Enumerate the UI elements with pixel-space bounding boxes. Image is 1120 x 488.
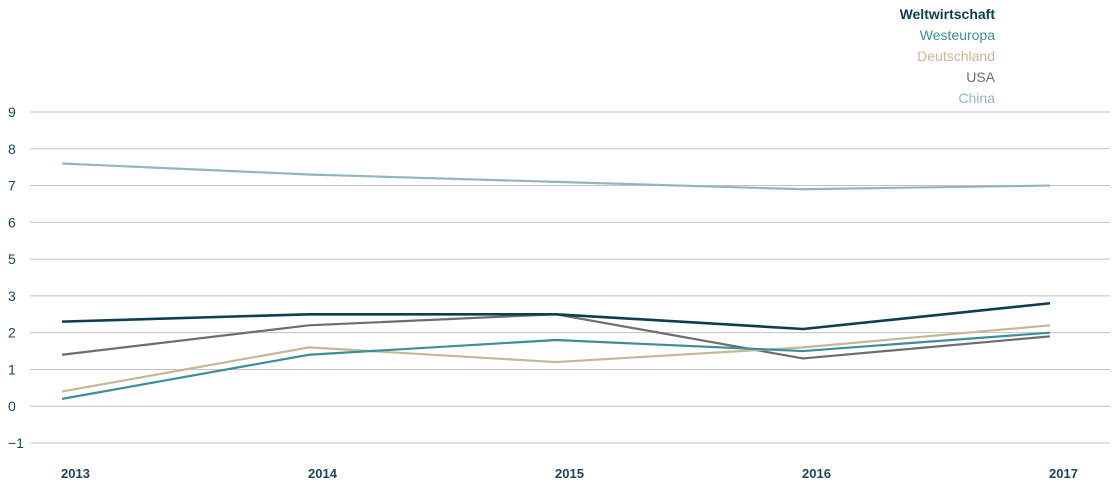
x-axis-tick-labels: 2013 2014 2015 2016 2017 bbox=[61, 466, 1078, 481]
y-tick-label: 5 bbox=[8, 251, 16, 267]
y-tick-label: 9 bbox=[8, 104, 16, 120]
legend-item-china: China bbox=[958, 90, 995, 106]
series-line-usa bbox=[61, 313, 1051, 360]
y-tick-label: −1 bbox=[8, 435, 24, 451]
x-tick-label: 2016 bbox=[802, 466, 831, 481]
series-line-westeuropa bbox=[61, 331, 1051, 400]
x-tick-label: 2014 bbox=[308, 466, 338, 481]
x-tick-label: 2015 bbox=[555, 466, 584, 481]
legend-item-deutschland: Deutschland bbox=[917, 48, 995, 64]
x-tick-label: 2013 bbox=[61, 466, 90, 481]
legend-item-westeuropa: Westeuropa bbox=[919, 27, 995, 43]
legend: Weltwirtschaft Westeuropa Deutschland US… bbox=[900, 4, 995, 109]
x-tick-label: 2017 bbox=[1049, 466, 1078, 481]
series-line-deutschland bbox=[61, 324, 1051, 393]
series-lines bbox=[61, 162, 1051, 400]
y-tick-label: 1 bbox=[8, 361, 16, 377]
y-tick-label: 3 bbox=[8, 288, 16, 304]
y-tick-label: 2 bbox=[8, 325, 16, 341]
series-line-weltwirtschaft bbox=[61, 301, 1051, 331]
gridlines bbox=[30, 111, 1110, 444]
y-tick-label: 8 bbox=[8, 141, 16, 157]
y-axis-tick-labels: 9 8 7 6 5 3 2 1 0 −1 bbox=[8, 104, 24, 451]
y-tick-label: 6 bbox=[8, 214, 16, 230]
y-tick-label: 0 bbox=[8, 398, 16, 414]
legend-item-usa: USA bbox=[966, 69, 995, 85]
series-line-china bbox=[61, 162, 1051, 191]
y-tick-label: 7 bbox=[8, 178, 16, 194]
legend-item-weltwirtschaft: Weltwirtschaft bbox=[899, 6, 995, 22]
